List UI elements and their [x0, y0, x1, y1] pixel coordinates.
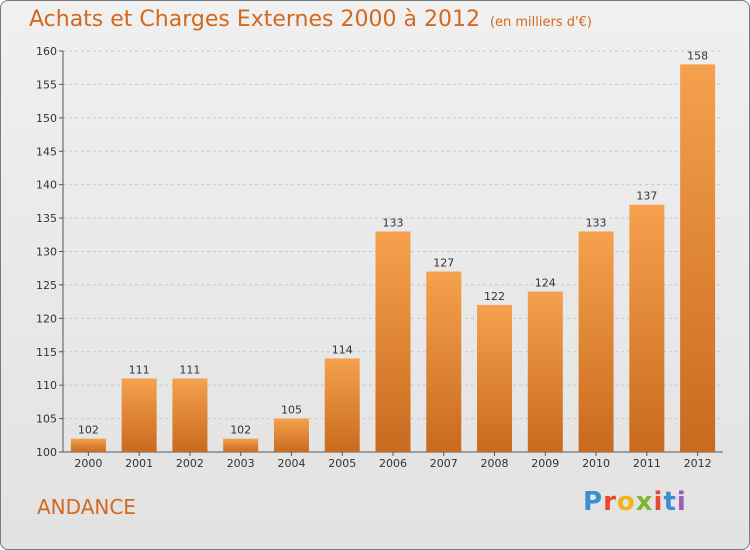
x-tick-label: 2010 — [582, 457, 610, 470]
data-label: 124 — [535, 277, 556, 290]
data-label: 102 — [230, 424, 251, 437]
y-tick-label: 140 — [36, 179, 57, 192]
x-tick-label: 2000 — [74, 457, 102, 470]
bar — [578, 231, 614, 452]
bar — [477, 304, 513, 452]
bar — [629, 204, 665, 452]
y-tick-label: 110 — [36, 379, 57, 392]
x-tick-label: 2009 — [531, 457, 559, 470]
x-tick-label: 2003 — [227, 457, 255, 470]
y-tick-label: 115 — [36, 346, 57, 359]
data-label: 133 — [586, 216, 607, 229]
data-label: 137 — [636, 190, 657, 203]
data-label: 105 — [281, 404, 302, 417]
bar — [680, 64, 716, 452]
y-tick-label: 145 — [36, 145, 57, 158]
chart-title: Achats et Charges Externes 2000 à 2012 (e… — [29, 7, 592, 32]
y-tick-label: 105 — [36, 413, 57, 426]
y-tick-label: 125 — [36, 279, 57, 292]
x-tick-label: 2006 — [379, 457, 407, 470]
bars — [70, 64, 716, 452]
bar — [324, 358, 360, 452]
y-tick-label: 135 — [36, 212, 57, 225]
data-label: 102 — [78, 424, 99, 437]
data-label: 127 — [433, 257, 454, 270]
bar — [375, 231, 411, 452]
data-label: 114 — [332, 343, 353, 356]
y-tick-label: 120 — [36, 312, 57, 325]
x-tick-label: 2001 — [125, 457, 153, 470]
x-tick-label: 2007 — [430, 457, 458, 470]
location-label: ANDANCE — [37, 495, 136, 519]
bar — [172, 378, 208, 452]
bar — [527, 291, 563, 452]
bar — [426, 271, 462, 452]
data-label: 158 — [687, 49, 708, 62]
data-label: 122 — [484, 290, 505, 303]
chart-title-text: Achats et Charges Externes 2000 à 2012 — [29, 7, 480, 32]
y-tick-label: 150 — [36, 112, 57, 125]
bar — [273, 418, 309, 452]
y-tick-label: 155 — [36, 78, 57, 91]
x-tick-label: 2005 — [328, 457, 356, 470]
y-tick-label: 160 — [36, 45, 57, 58]
bar — [70, 438, 106, 452]
y-tick-label: 130 — [36, 246, 57, 259]
labels: 102 111 111 102 105 114 133 127 122 124 133 137 158 — [78, 49, 708, 436]
x-tick-label: 2011 — [633, 457, 661, 470]
data-label: 111 — [179, 363, 200, 376]
y-tick-label: 100 — [36, 446, 57, 459]
x-tick-label: 2004 — [277, 457, 305, 470]
bar — [121, 378, 157, 452]
chart-unit: (en milliers d'€) — [489, 15, 592, 30]
data-label: 111 — [129, 363, 150, 376]
x-tick-label: 2002 — [176, 457, 204, 470]
bar — [223, 438, 259, 452]
x-tick-label: 2008 — [481, 457, 509, 470]
proxiti-logo: Proxiti — [583, 487, 687, 517]
data-label: 133 — [383, 216, 404, 229]
x-tick-label: 2012 — [684, 457, 712, 470]
